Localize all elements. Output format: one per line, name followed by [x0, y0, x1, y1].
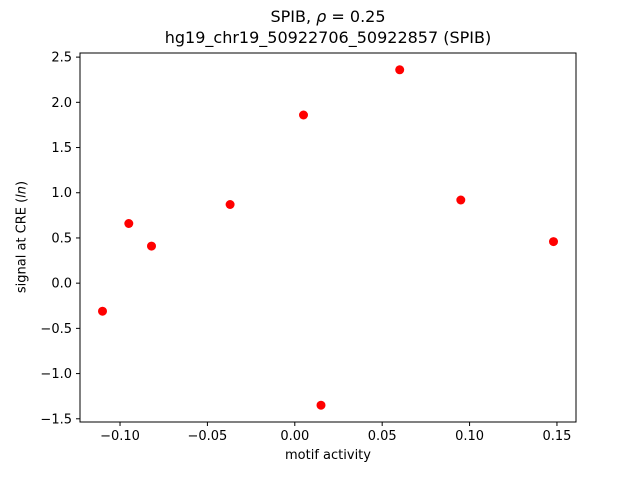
y-tick-label: −1.0: [40, 367, 72, 382]
x-tick-label: −0.05: [187, 429, 227, 444]
y-tick-label: −1.5: [40, 412, 72, 427]
x-tick-label: 0.05: [368, 429, 397, 444]
x-axis-label: motif activity: [285, 448, 371, 463]
y-label-suffix: ): [14, 180, 30, 186]
y-tick-label: 1.5: [51, 141, 72, 156]
data-point: [124, 219, 134, 228]
data-point: [98, 306, 107, 316]
y-label-ln: ln: [14, 185, 30, 198]
x-tick-label: −0.10: [100, 429, 140, 444]
data-point: [225, 200, 235, 209]
x-tick-label: 0.00: [280, 429, 309, 444]
y-tick-label: 2.0: [51, 96, 72, 111]
y-tick-label: 2.5: [51, 51, 72, 66]
data-point: [395, 65, 405, 75]
data-point: [147, 241, 156, 251]
x-tick-label: 0.15: [542, 429, 571, 444]
title-rho-symbol: ρ: [316, 7, 327, 26]
y-label-prefix: signal at CRE (: [14, 197, 30, 294]
y-tick-label: 0.0: [51, 277, 72, 292]
y-tick-label: 0.5: [51, 231, 72, 246]
y-tick-label: −0.5: [40, 322, 72, 337]
title-suffix: = 0.25: [326, 7, 386, 26]
title-prefix: SPIB,: [270, 7, 317, 26]
y-tick-label: 1.0: [51, 186, 72, 201]
plot-title: SPIB, ρ = 0.25 hg19_chr19_50922706_50922…: [80, 6, 576, 48]
data-point: [456, 195, 466, 205]
data-point: [316, 400, 326, 410]
data-point: [549, 237, 558, 247]
data-point: [299, 110, 308, 120]
plot-title-line1: SPIB, ρ = 0.25: [80, 6, 576, 27]
x-tick-label: 0.10: [455, 429, 484, 444]
y-axis-label: signal at CRE (ln): [15, 181, 30, 293]
plot-title-line2: hg19_chr19_50922706_50922857 (SPIB): [164, 28, 492, 47]
plot-border: [79, 52, 577, 423]
